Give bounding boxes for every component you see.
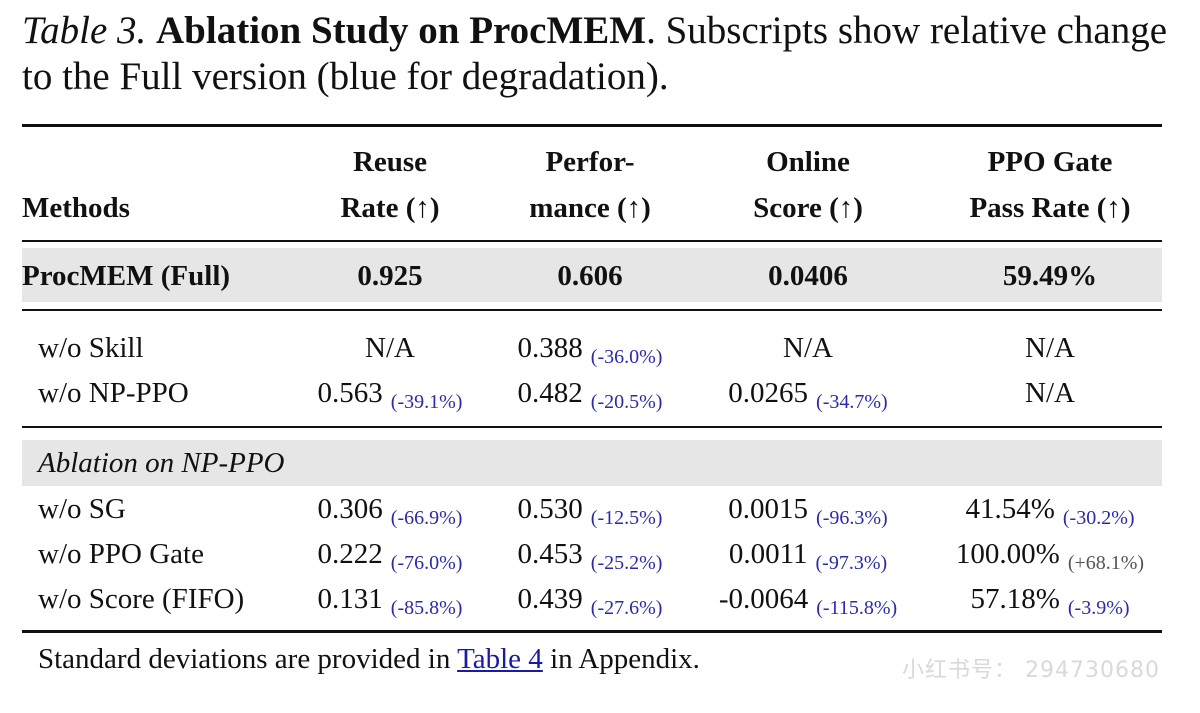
full-ppo: 59.49% <box>1002 260 1098 292</box>
cell-value: 0.563 <box>317 377 383 409</box>
top-rule <box>22 124 1162 127</box>
cell-delta: (-97.3%) <box>815 552 888 574</box>
cell-value: N/A <box>1025 332 1075 364</box>
cell-delta: (-115.8%) <box>816 597 898 619</box>
table-row: w/o Score (FIFO) 0.131 (-85.8%) 0.439 (-27… <box>0 576 1200 622</box>
cell-value: 0.222 <box>317 538 383 570</box>
caption-title: Ablation Study on ProcMEM <box>156 9 647 52</box>
cell-reuse: 0.131 (-85.8%) <box>300 576 480 622</box>
group-rule <box>22 426 1162 428</box>
cell-value: -0.0064 <box>718 583 809 615</box>
cell-ppo: N/A <box>940 370 1160 416</box>
table-row-full: ProcMEM (Full) 0.925 0.606 0.0406 59.49% <box>0 253 1200 299</box>
cell-delta: (-39.1%) <box>390 391 463 413</box>
cell-value: 0.388 <box>517 332 583 364</box>
cell-ppo: 57.18% (-3.9%) <box>940 576 1160 622</box>
cell-delta: (-12.5%) <box>590 507 663 529</box>
cell-online: N/A <box>708 325 908 371</box>
cell-ppo: 41.54% (-30.2%) <box>940 486 1160 532</box>
header-online-line2: Score (↑) <box>753 192 863 224</box>
section-label: Ablation on NP-PPO <box>38 447 285 479</box>
footnote-text: Standard deviations are provided in <box>38 643 458 675</box>
cell-value: 0.131 <box>317 583 383 615</box>
cell-performance: 0.439 (-27.6%) <box>495 576 685 622</box>
cell-delta: (-30.2%) <box>1062 507 1135 529</box>
caption-text: . Subscripts show relative change to the… <box>22 9 1168 98</box>
footnote-text-end: in Appendix. <box>542 643 700 675</box>
full-row-rule <box>22 309 1162 311</box>
cell-reuse: 0.563 (-39.1%) <box>300 370 480 416</box>
full-performance: 0.606 <box>557 260 623 292</box>
cell-online: 0.0011 (-97.3%) <box>708 531 908 577</box>
cell-delta: (-34.7%) <box>816 391 888 413</box>
header-rule <box>22 240 1162 242</box>
table-footnote: Standard deviations are provided in Tabl… <box>38 636 700 682</box>
cell-delta: (-20.5%) <box>590 391 663 413</box>
section-shade <box>22 440 1162 486</box>
cell-delta: (-3.9%) <box>1067 597 1130 619</box>
cell-delta: (-85.8%) <box>390 597 463 619</box>
row-method: w/o PPO Gate <box>38 538 204 570</box>
header-ppo-line1: PPO Gate <box>987 146 1113 178</box>
cell-value: 0.439 <box>517 583 583 615</box>
header-reuse-line1: Reuse <box>352 146 428 178</box>
cell-value: N/A <box>783 332 833 364</box>
cell-value: N/A <box>365 332 415 364</box>
cell-delta: (+68.1%) <box>1067 552 1145 574</box>
bottom-rule <box>22 630 1162 633</box>
table-row: w/o NP-PPO 0.563 (-39.1%) 0.482 (-20.5%) 0… <box>0 370 1200 416</box>
cell-value: 0.453 <box>517 538 583 570</box>
table-row: w/o PPO Gate 0.222 (-76.0%) 0.453 (-25.2%)… <box>0 531 1200 577</box>
full-row-shade <box>22 248 1162 302</box>
header-methods: Methods <box>22 192 130 224</box>
full-method: ProcMEM (Full) <box>22 260 231 292</box>
table-4-link[interactable]: Table 4 <box>457 643 543 675</box>
cell-delta: (-36.0%) <box>590 346 663 368</box>
cell-value: 0.530 <box>517 493 583 525</box>
header-ppo-line2: Pass Rate (↑) <box>969 192 1131 224</box>
cell-value: 0.482 <box>517 377 583 409</box>
cell-online: -0.0064 (-115.8%) <box>700 576 916 622</box>
cell-value: 0.0015 <box>728 493 809 525</box>
cell-performance: 0.530 (-12.5%) <box>495 486 685 532</box>
table-caption: Table 3. Ablation Study on ProcMEM. Subs… <box>22 8 1182 100</box>
cell-performance: 0.388 (-36.0%) <box>495 325 685 371</box>
caption-label: Table 3. <box>22 9 147 52</box>
cell-value: 0.0011 <box>728 538 808 570</box>
cell-ppo: N/A <box>940 325 1160 371</box>
cell-reuse: N/A <box>300 325 480 371</box>
cell-value: N/A <box>1025 377 1075 409</box>
cell-delta: (-27.6%) <box>590 597 663 619</box>
header-performance-line1: Perfor- <box>545 146 635 178</box>
cell-ppo: 100.00% (+68.1%) <box>940 531 1160 577</box>
header-reuse-line2: Rate (↑) <box>340 192 440 224</box>
cell-online: 0.0265 (-34.7%) <box>708 370 908 416</box>
cell-delta: (-66.9%) <box>390 507 463 529</box>
row-method: w/o Skill <box>38 332 144 364</box>
cell-online: 0.0015 (-96.3%) <box>708 486 908 532</box>
cell-reuse: 0.222 (-76.0%) <box>300 531 480 577</box>
table-row: w/o SG 0.306 (-66.9%) 0.530 (-12.5%) 0.001… <box>0 486 1200 532</box>
row-method: w/o NP-PPO <box>38 377 189 409</box>
header-performance-line2: mance (↑) <box>529 192 651 224</box>
cell-value: 100.00% <box>955 538 1060 570</box>
watermark: 小红书号： 294730680 <box>902 658 1160 683</box>
header-online-line1: Online <box>766 146 850 178</box>
table-row: w/o Skill N/A 0.388 (-36.0%) N/A N/A <box>0 325 1200 371</box>
cell-performance: 0.482 (-20.5%) <box>495 370 685 416</box>
cell-value: 0.0265 <box>728 377 809 409</box>
cell-value: 57.18% <box>970 583 1060 615</box>
row-method: w/o SG <box>38 493 126 525</box>
cell-performance: 0.453 (-25.2%) <box>495 531 685 577</box>
cell-value: 41.54% <box>965 493 1055 525</box>
cell-value: 0.306 <box>317 493 383 525</box>
row-method: w/o Score (FIFO) <box>38 583 245 615</box>
cell-delta: (-96.3%) <box>816 507 888 529</box>
cell-delta: (-76.0%) <box>390 552 463 574</box>
full-reuse: 0.925 <box>357 260 423 292</box>
cell-delta: (-25.2%) <box>590 552 663 574</box>
full-online: 0.0406 <box>768 260 848 292</box>
cell-reuse: 0.306 (-66.9%) <box>300 486 480 532</box>
